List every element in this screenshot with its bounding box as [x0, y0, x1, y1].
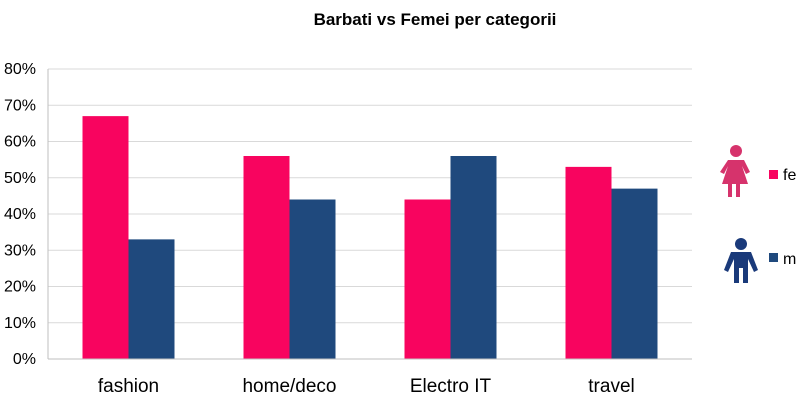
chart-title: Barbati vs Femei per categorii — [314, 10, 557, 29]
y-tick-label: 10% — [4, 315, 36, 332]
y-axis: 0% 10% 20% 30% 40% 50% 60% 70% 80% — [4, 61, 49, 368]
legend: fe m — [720, 145, 796, 283]
bar-m-electro-it — [450, 156, 497, 359]
bars — [82, 116, 658, 359]
y-tick-label: 50% — [4, 170, 36, 187]
bar-fe-travel — [565, 166, 612, 359]
female-figure-icon — [720, 145, 750, 197]
bar-fe-home-deco — [243, 156, 290, 359]
x-tick-label: Electro IT — [410, 376, 492, 397]
legend-swatch-fe — [769, 170, 778, 179]
y-tick-label: 60% — [4, 134, 36, 151]
y-tick-label: 70% — [4, 97, 36, 114]
bar-m-fashion — [128, 239, 175, 359]
bar-fe-fashion — [82, 116, 129, 359]
bar-fe-electro-it — [404, 199, 451, 359]
male-figure-icon — [724, 238, 758, 283]
x-tick-label: travel — [588, 376, 634, 397]
y-tick-label: 0% — [13, 351, 36, 368]
legend-label-m: m — [783, 251, 796, 268]
y-tick-label: 20% — [4, 279, 36, 296]
legend-swatch-m — [769, 253, 778, 262]
legend-label-fe: fe — [783, 167, 796, 184]
x-tick-label: fashion — [98, 376, 159, 397]
y-tick-label: 30% — [4, 242, 36, 259]
x-tick-label: home/deco — [242, 376, 336, 397]
bar-m-travel — [611, 188, 658, 359]
bar-m-home-deco — [289, 199, 336, 359]
y-tick-label: 80% — [4, 61, 36, 78]
y-tick-label: 40% — [4, 206, 36, 223]
x-axis: fashion home/deco Electro IT travel — [48, 358, 692, 397]
